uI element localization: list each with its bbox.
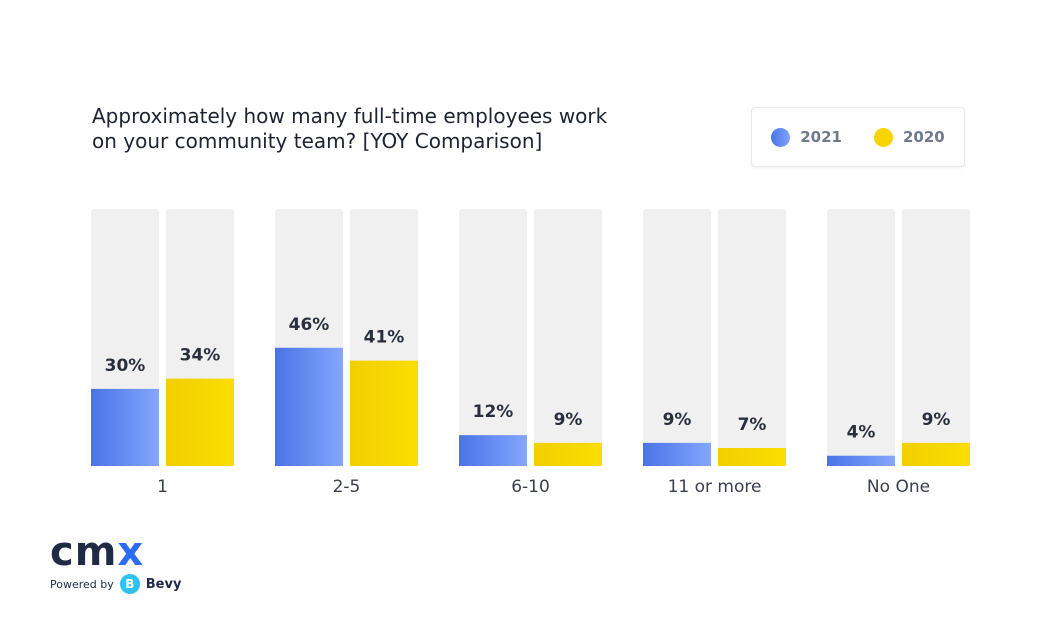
bar-track-2021-11-or-more [643, 209, 711, 466]
data-label-2020-no-one: 9% [922, 410, 951, 430]
category-label-2-5: 2-5 [333, 477, 361, 497]
legend-label-2020: 2020 [903, 128, 945, 146]
legend-item-2020: 2020 [874, 127, 945, 147]
bar-track-2020-11-or-more [718, 209, 786, 466]
data-label-2020-1: 34% [180, 346, 221, 366]
bar-track-2021-no-one [827, 209, 895, 466]
data-label-2020-11-or-more: 7% [738, 415, 767, 435]
cmx-wordmark-accent: x [117, 529, 145, 575]
data-label-2021-11-or-more: 9% [663, 410, 692, 430]
bevy-label: Bevy [145, 576, 182, 592]
bar-2021-1 [91, 388, 159, 466]
category-label-no-one: No One [867, 477, 930, 497]
bar-track-2021-6-10 [459, 209, 527, 466]
powered-by: Powered by B Bevy [50, 574, 181, 594]
bar-2021-no-one [827, 455, 895, 466]
bar-2020-1 [166, 378, 234, 466]
data-label-2021-1: 30% [105, 356, 146, 376]
legend-swatch-2021 [771, 127, 791, 147]
legend-label-2021: 2021 [800, 128, 842, 146]
data-label-2021-6-10: 12% [473, 402, 514, 422]
category-label-11-or-more: 11 or more [668, 477, 762, 497]
legend-swatch-2020 [874, 127, 893, 147]
bar-2020-6-10 [534, 442, 602, 466]
bar-2021-6-10 [459, 435, 527, 466]
chart-title: Approximately how many full-time employe… [92, 104, 607, 154]
bevy-icon: B [119, 574, 140, 594]
data-label-2021-2-5: 46% [289, 315, 330, 335]
bar-2020-2-5 [350, 360, 418, 466]
data-label-2020-6-10: 9% [554, 410, 583, 430]
bar-2020-11-or-more [718, 448, 786, 466]
powered-by-label: Powered by [50, 577, 114, 591]
bar-2020-no-one [902, 442, 970, 466]
bar-2021-11-or-more [643, 442, 711, 466]
legend: 2021 2020 [751, 107, 965, 167]
category-label-1: 1 [157, 477, 168, 497]
category-label-6-10: 6-10 [511, 477, 550, 497]
cmx-wordmark: cmx [50, 532, 181, 572]
bar-2021-2-5 [275, 347, 343, 466]
data-label-2021-no-one: 4% [847, 423, 876, 443]
legend-item-2021: 2021 [771, 127, 842, 147]
bar-track-2020-no-one [902, 209, 970, 466]
bar-track-2020-6-10 [534, 209, 602, 466]
chart-title-line-2: on your community team? [YOY Comparison] [92, 129, 543, 153]
data-label-2020-2-5: 41% [364, 328, 405, 348]
chart-title-line-1: Approximately how many full-time employe… [92, 104, 608, 128]
cmx-logo: cmx Powered by B Bevy [50, 532, 181, 594]
cmx-wordmark-main: cm [50, 529, 118, 575]
